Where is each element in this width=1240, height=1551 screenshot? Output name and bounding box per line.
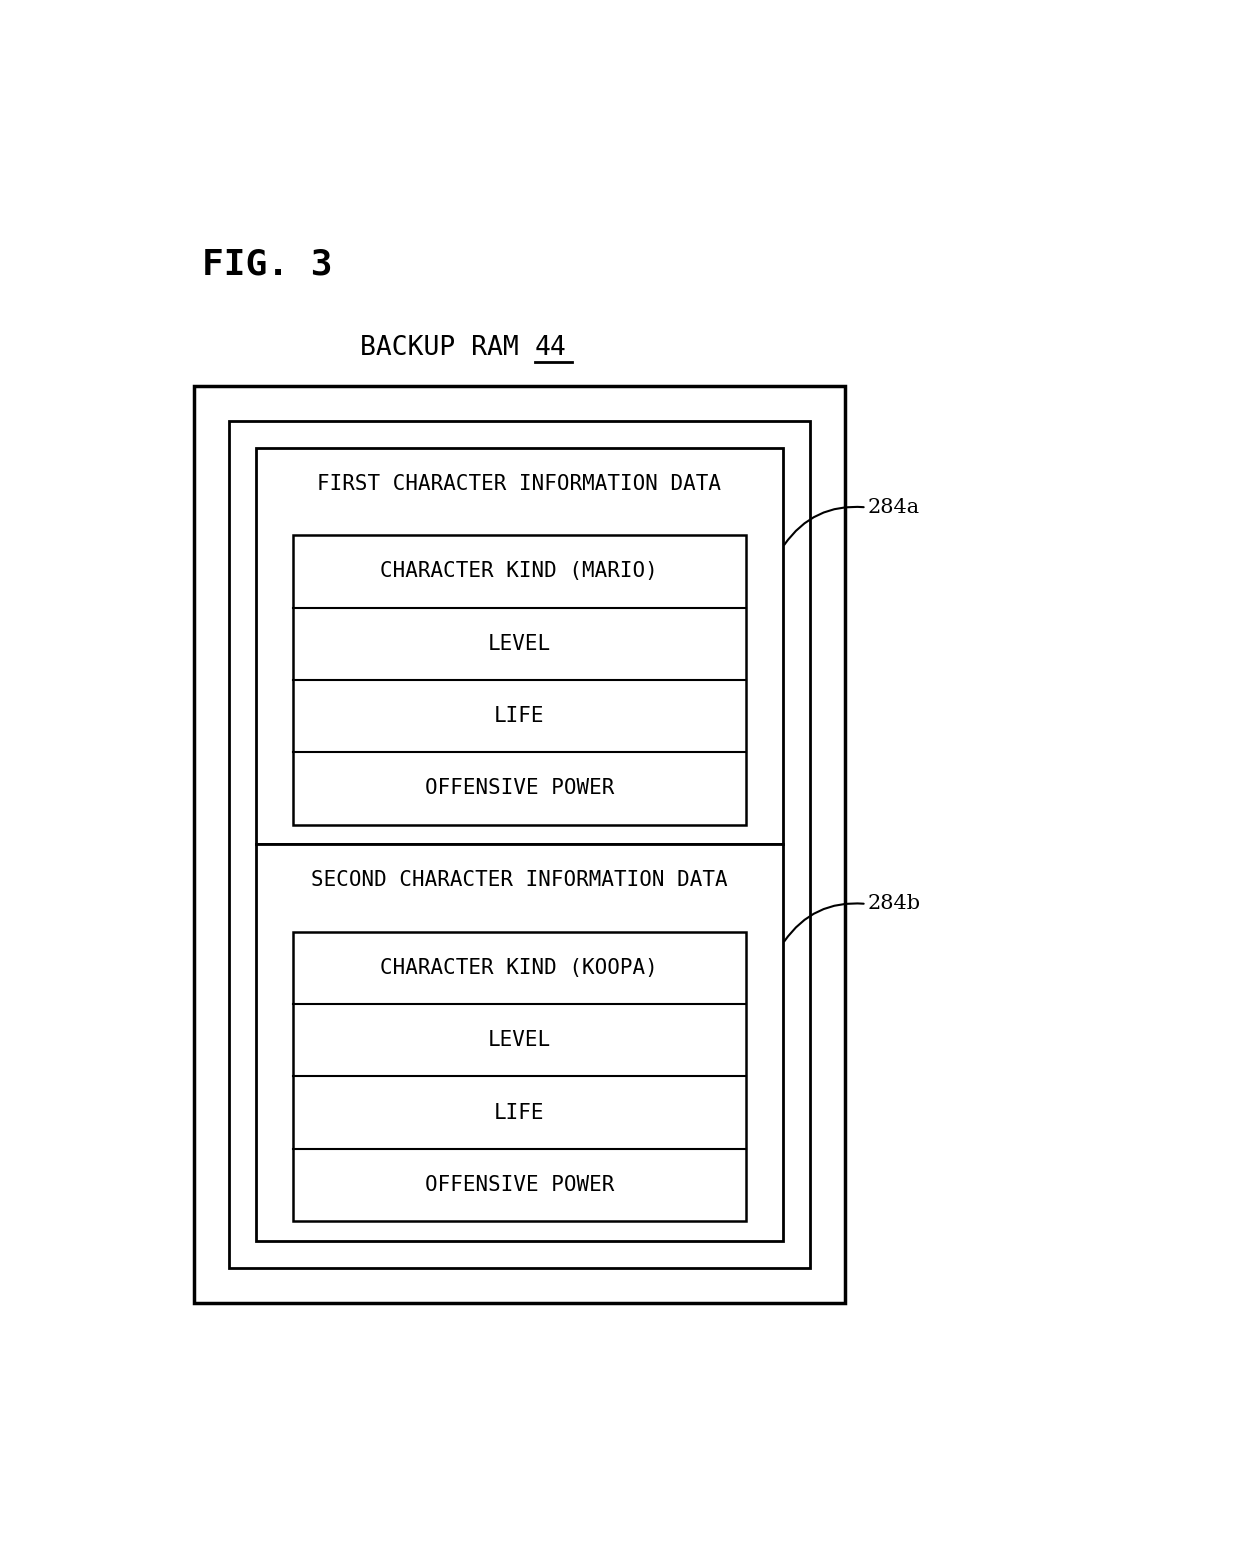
Text: CHARACTER KIND (KOOPA): CHARACTER KIND (KOOPA) <box>381 959 658 977</box>
Text: LEVEL: LEVEL <box>487 1030 551 1050</box>
Text: BACKUP RAM: BACKUP RAM <box>360 335 534 361</box>
Text: 44: 44 <box>534 335 567 361</box>
Bar <box>193 386 844 1303</box>
Text: OFFENSIVE POWER: OFFENSIVE POWER <box>424 779 614 799</box>
Bar <box>293 535 745 825</box>
Text: CHARACTER KIND (MARIO): CHARACTER KIND (MARIO) <box>381 561 658 582</box>
Text: 284b: 284b <box>868 895 921 914</box>
Text: FIG. 3: FIG. 3 <box>201 248 332 282</box>
Bar <box>255 448 782 844</box>
Bar <box>255 844 782 1241</box>
Bar <box>293 932 745 1221</box>
Text: FIRST CHARACTER INFORMATION DATA: FIRST CHARACTER INFORMATION DATA <box>317 473 722 493</box>
Text: LIFE: LIFE <box>494 1103 544 1123</box>
Text: LIFE: LIFE <box>494 706 544 726</box>
Text: 284a: 284a <box>868 498 920 516</box>
Text: LEVEL: LEVEL <box>487 634 551 653</box>
Text: OFFENSIVE POWER: OFFENSIVE POWER <box>424 1176 614 1194</box>
Text: SECOND CHARACTER INFORMATION DATA: SECOND CHARACTER INFORMATION DATA <box>311 870 728 890</box>
Bar <box>228 420 810 1269</box>
